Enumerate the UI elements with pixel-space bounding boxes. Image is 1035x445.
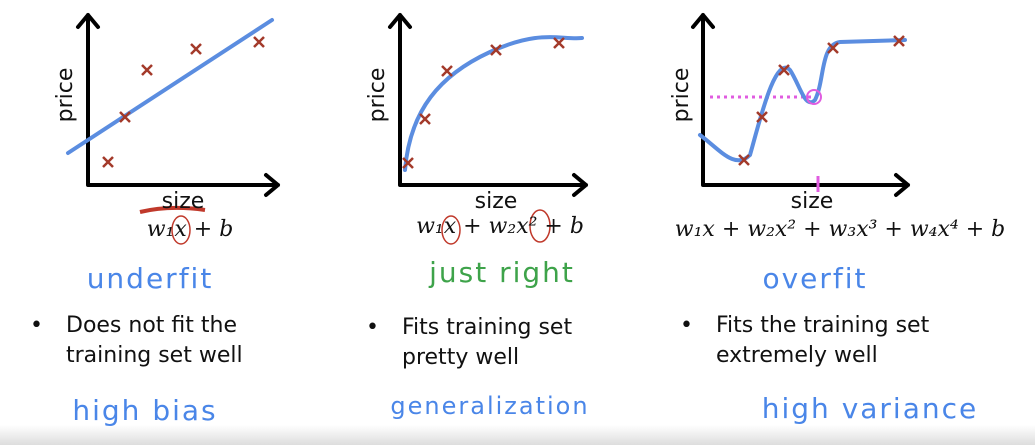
formula: w₁x + w₂x² + w₃x³ + w₄x⁴ + b (675, 217, 1005, 242)
x-label: size (475, 189, 518, 214)
verdict: underfit (87, 262, 214, 295)
formula: w₁x + w₂x² + b (416, 214, 584, 239)
term: high variance (762, 392, 979, 425)
verdict: just right (428, 256, 575, 289)
plot-just-right (388, 13, 588, 245)
plot-underfit (66, 13, 280, 245)
bullet-dot: • (30, 313, 43, 338)
bullet-text: pretty well (402, 345, 519, 370)
bullet-dot: • (366, 315, 379, 340)
bullet-text: extremely well (716, 343, 878, 368)
bullet-text: Fits training set (402, 315, 572, 340)
verdict: overfit (762, 262, 867, 295)
footer-shade (0, 425, 1035, 445)
bullet-dot: • (680, 313, 693, 338)
term: generalization (390, 392, 589, 420)
bullet-text: training set well (66, 343, 243, 368)
y-label: price (53, 68, 78, 123)
y-label: price (669, 68, 694, 123)
plot-overfit (691, 13, 910, 197)
y-label: price (365, 68, 390, 123)
formula: w₁x + b (147, 217, 234, 242)
x-label: size (162, 189, 205, 214)
x-label: size (791, 189, 834, 214)
bullet-text: Does not fit the (66, 313, 237, 338)
bullet-text: Fits the training set (716, 313, 930, 338)
term: high bias (72, 394, 217, 427)
